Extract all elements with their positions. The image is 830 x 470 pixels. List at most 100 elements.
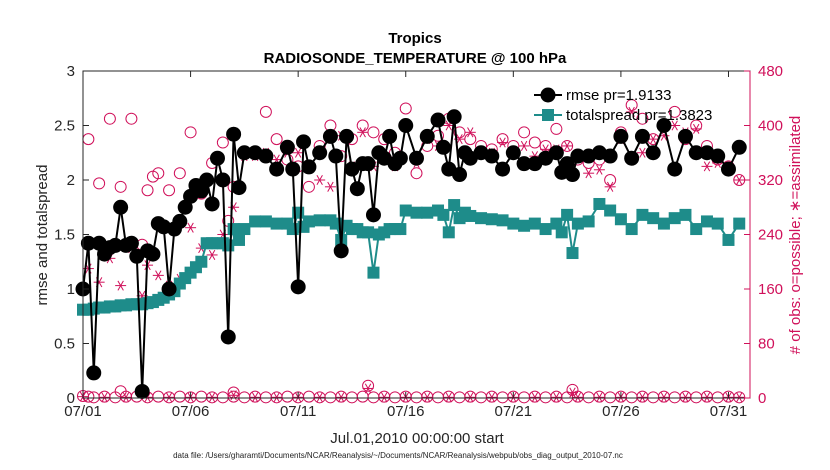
totalspread-point [593, 197, 606, 210]
obs-possible-marker [399, 102, 412, 115]
chart-subtitle: RADIOSONDE_TEMPERATURE @ 100 hPa [264, 50, 567, 67]
obs-assimilated-marker [647, 134, 659, 145]
obs-assimilated-marker [636, 392, 648, 403]
totalspread-point [286, 223, 299, 236]
obs-assimilated-marker [701, 161, 713, 172]
totalspread-point [722, 233, 735, 246]
obs-possible-marker [152, 167, 165, 180]
totalspread-point [528, 217, 541, 230]
rmse-point [710, 148, 726, 164]
totalspread-point [437, 208, 450, 221]
obs-assimilated-marker [486, 392, 498, 403]
y-axis-label: rmse and totalspread [34, 165, 51, 306]
rmse-point [204, 196, 220, 212]
x-tick-label: 07/26 [602, 403, 640, 420]
totalspread-point [566, 247, 579, 260]
obs-possible-marker [566, 383, 579, 396]
legend-totalspread-label: totalspread pr=1.3823 [566, 107, 712, 124]
rmse-point [231, 180, 247, 196]
chart-title: Tropics [388, 30, 441, 47]
axes: 07/01 07/06 07/11 07/16 07/21 07/26 07/31 0 0.5 1… [54, 63, 783, 420]
plot-area [83, 71, 750, 398]
obs-possible-marker [270, 133, 283, 146]
totalspread-point [249, 215, 262, 228]
obs-assimilated-marker [443, 392, 455, 403]
obs-assimilated-marker [324, 181, 336, 192]
obs-assimilated-marker [518, 140, 530, 151]
totalspread-point [700, 215, 713, 228]
obs-possible-marker [636, 112, 649, 125]
rmse-point [285, 161, 301, 177]
totalspread-point [410, 206, 423, 219]
x-tick-label: 07/01 [64, 403, 102, 420]
rmse-point [145, 246, 161, 262]
totalspread-point [485, 213, 498, 226]
obs-assimilated-marker [593, 164, 605, 175]
totalspread-point [367, 266, 380, 279]
rmse-point [328, 148, 344, 164]
rmse-point [446, 109, 462, 125]
rmse-point [667, 161, 683, 177]
totalspread-point [448, 199, 461, 212]
rmse-point [495, 161, 511, 177]
obs-assimilated-marker [733, 392, 745, 403]
totalspread-point [571, 217, 584, 230]
x-tick-label: 07/16 [387, 403, 425, 420]
obs-assimilated-marker [583, 168, 595, 179]
rmse-point [349, 181, 365, 197]
totalspread-point [507, 217, 520, 230]
legend: rmse pr=1.9133 totalspread pr=1.3823 [534, 87, 712, 124]
rmse-point [677, 128, 693, 144]
obs-possible-marker [362, 379, 375, 392]
y2-tick-label: 160 [758, 281, 783, 298]
totalspread-point [238, 223, 251, 236]
totalspread-point [657, 217, 670, 230]
totalspread-point [679, 208, 692, 221]
totalspread-point [270, 217, 283, 230]
obs-assimilated-marker [566, 387, 578, 398]
totalspread-point [690, 223, 703, 236]
totalspread-point [232, 233, 245, 246]
obs-assimilated-marker [604, 181, 616, 192]
obs-assimilated-marker [593, 392, 605, 403]
x-tick-label: 07/06 [172, 403, 210, 420]
obs-possible-marker [410, 167, 423, 180]
rmse-point [322, 128, 338, 144]
obs-assimilated-marker [550, 392, 562, 403]
rmse-point [215, 172, 231, 188]
obs-assimilated-marker [690, 123, 702, 134]
obs-assimilated-marker [464, 392, 476, 403]
y2-tick-label: 240 [758, 227, 783, 244]
obs-assimilated-marker [206, 392, 218, 403]
totalspread-point [313, 214, 326, 227]
plot-background [83, 71, 750, 398]
obs-possible-marker [184, 126, 197, 139]
rmse-point [634, 128, 650, 144]
data-series [75, 109, 747, 399]
totalspread-point [421, 206, 434, 219]
totalspread-point [733, 217, 746, 230]
obs-possible-marker [114, 180, 127, 193]
obs-possible-marker [259, 105, 272, 118]
obs-possible-marker [103, 112, 116, 125]
obs-possible-marker [302, 180, 315, 193]
obs-possible-marker [163, 184, 176, 197]
y-tick-label: 0.5 [54, 336, 75, 353]
obs-assimilated-marker [464, 127, 476, 138]
x-tick-label: 07/11 [280, 403, 316, 420]
obs-assimilated-marker [292, 147, 304, 158]
rmse-point [107, 237, 123, 253]
x-tick-label: 07/21 [495, 403, 533, 420]
obs-assimilated-marker [378, 392, 390, 403]
rmse-point [199, 172, 215, 188]
obs-possible-marker [173, 167, 186, 180]
totalspread-point [259, 215, 272, 228]
obs-possible-marker [125, 112, 138, 125]
rmse-point [624, 150, 640, 166]
totalspread-point [604, 204, 617, 217]
obs-possible-marker [216, 136, 229, 149]
rmse-point [656, 118, 672, 133]
obs-possible-marker [550, 122, 563, 135]
rmse-point [382, 128, 398, 144]
rmse-point [365, 207, 381, 223]
